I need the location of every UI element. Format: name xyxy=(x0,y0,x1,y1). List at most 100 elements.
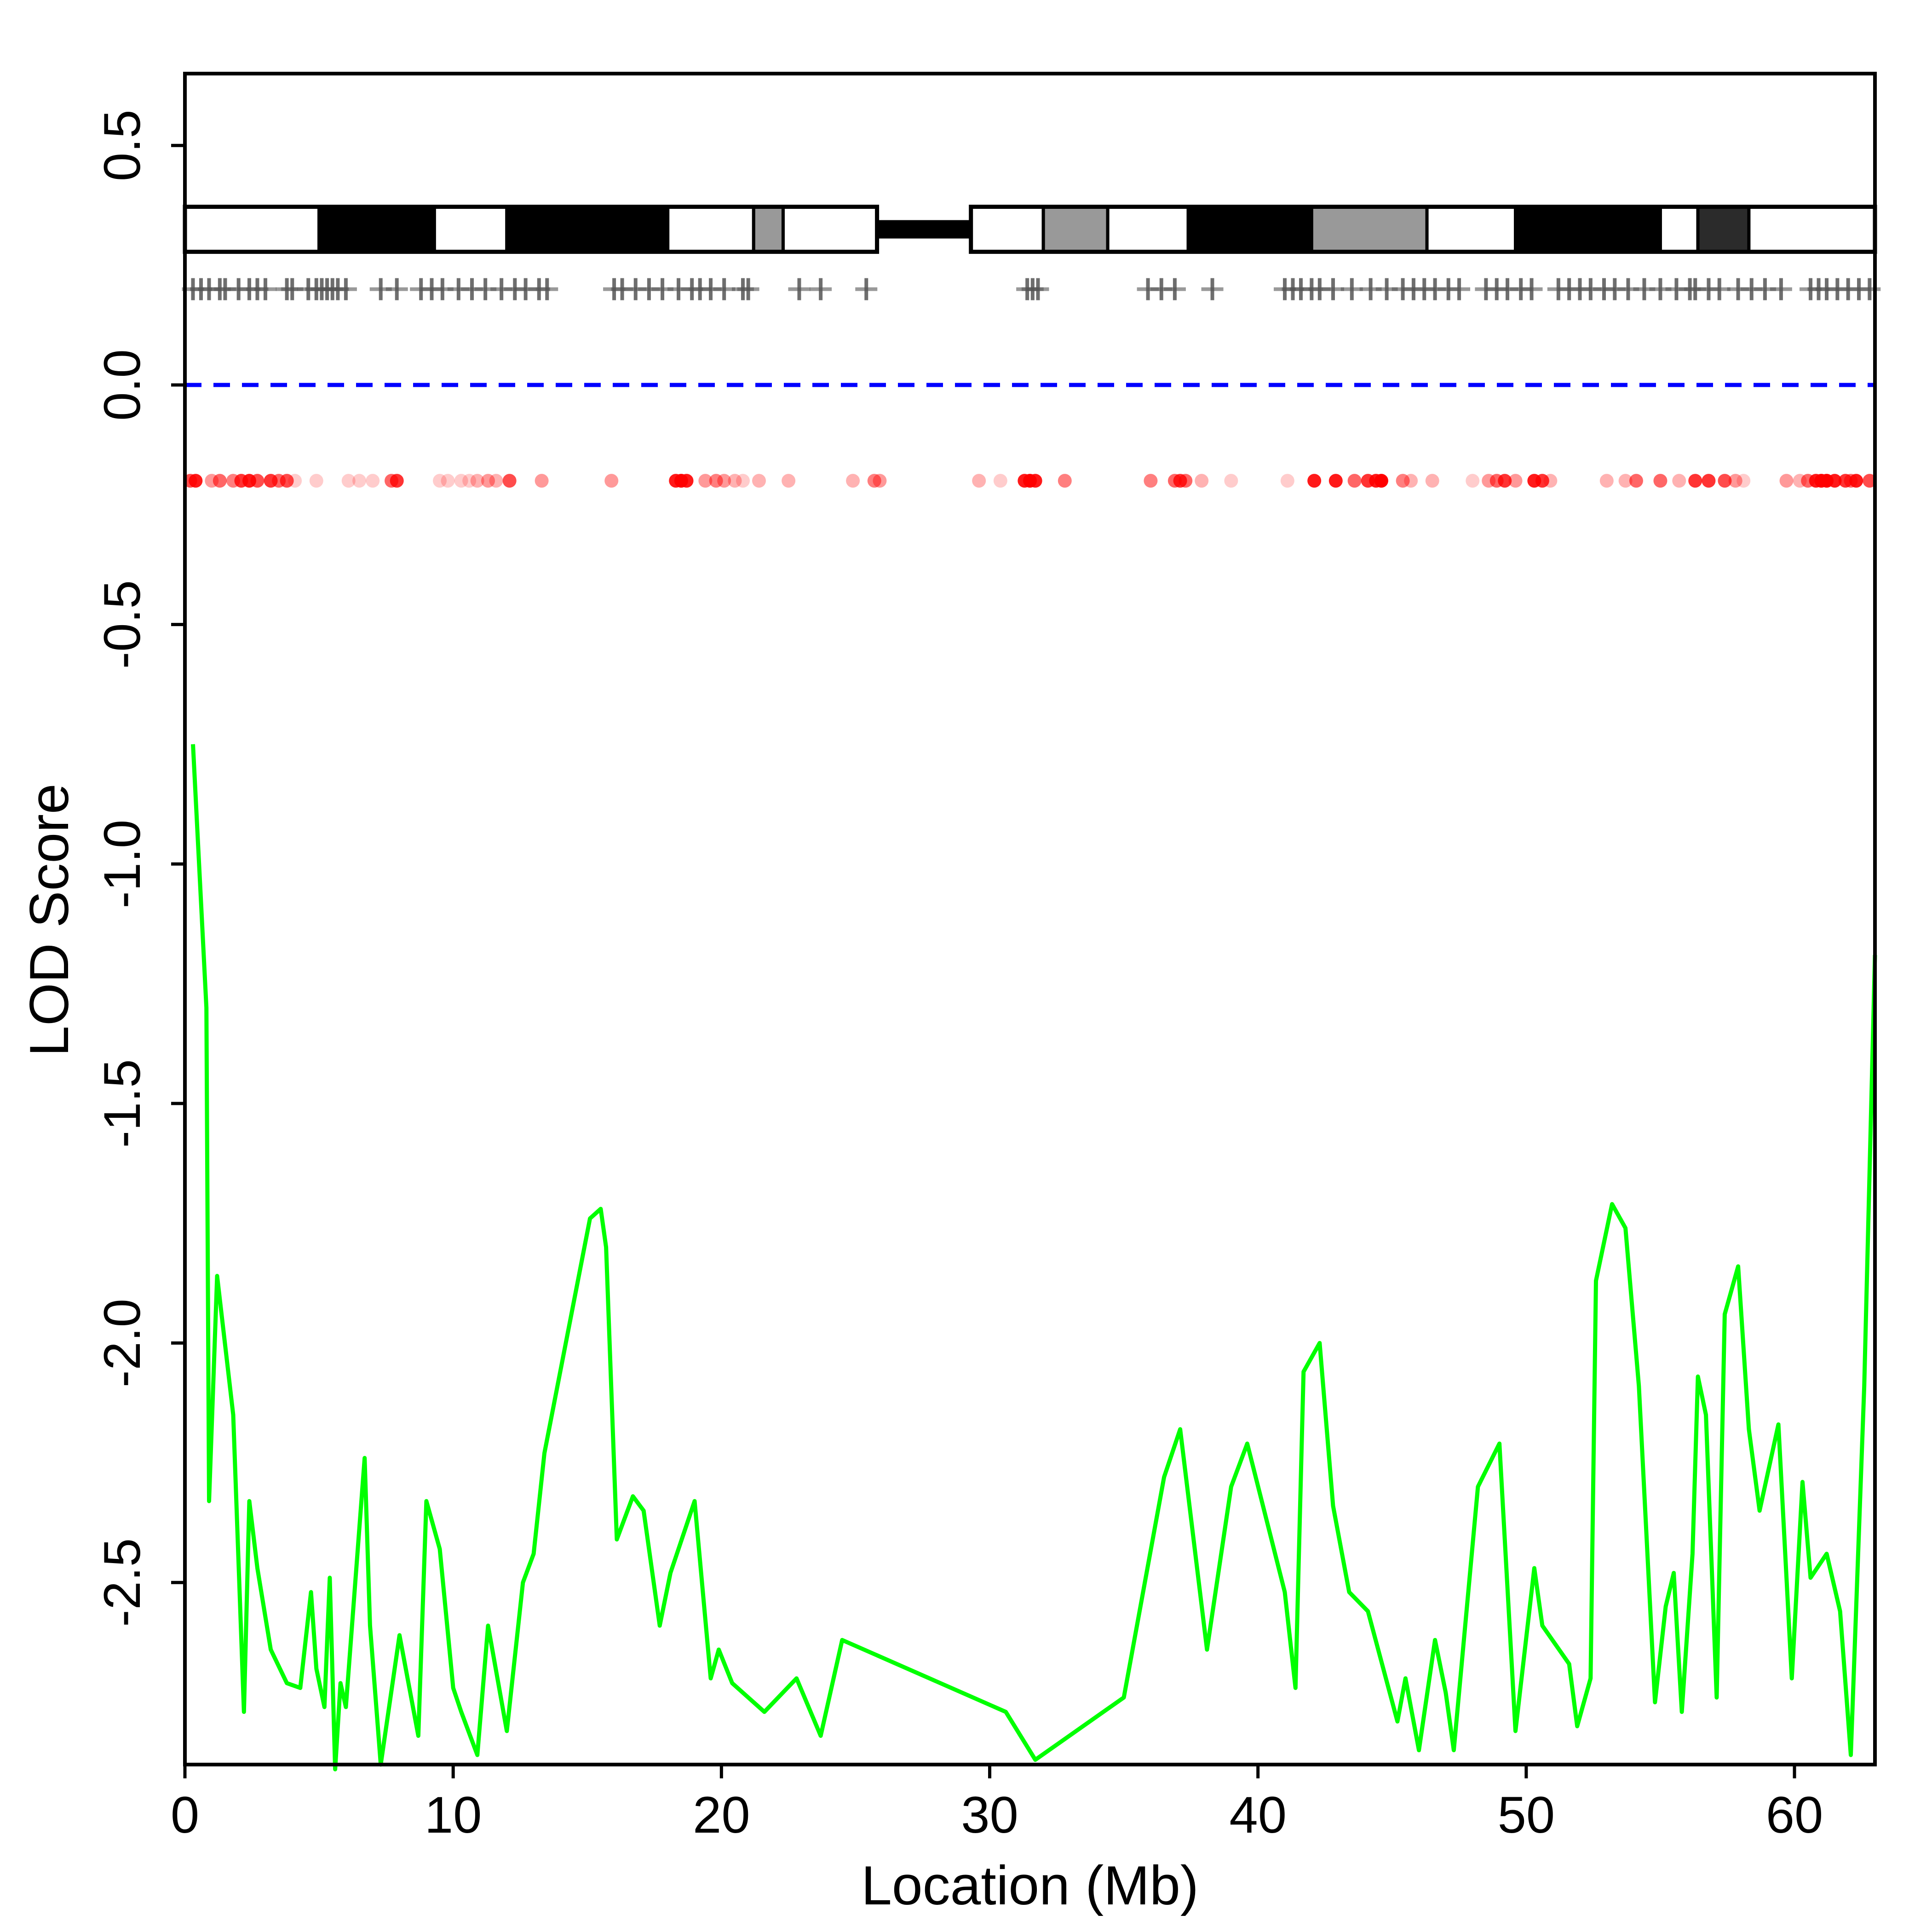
x-tick-label-1: 10 xyxy=(425,1786,482,1844)
x-tick-label-6: 60 xyxy=(1766,1786,1823,1844)
red-point-20 xyxy=(454,474,468,488)
red-point-52 xyxy=(1224,474,1238,488)
red-point-60 xyxy=(1396,474,1410,488)
y-tick-label-1: -2.0 xyxy=(93,1299,151,1387)
x-axis: 0 10 20 30 40 50 60 xyxy=(171,1765,1823,1844)
red-point-75 xyxy=(1672,474,1686,488)
red-point-38 xyxy=(846,474,860,488)
red-point-24 xyxy=(489,474,503,488)
ideogram-band-8 xyxy=(1041,205,1110,253)
ideogram-band-13 xyxy=(1514,205,1662,253)
ideogram-band-15 xyxy=(1696,205,1751,253)
red-point-47 xyxy=(1144,474,1158,488)
x-tick-label-0: 0 xyxy=(171,1786,199,1844)
y-tick-label-3: -1.0 xyxy=(93,820,151,908)
red-point-91 xyxy=(1863,474,1877,488)
ideogram-band-2 xyxy=(432,205,509,253)
red-point-74 xyxy=(1653,474,1668,488)
red-point-69 xyxy=(1535,474,1549,488)
y-tick-label-6: 0.5 xyxy=(93,109,151,181)
red-point-17 xyxy=(390,474,404,488)
red-point-18 xyxy=(433,474,447,488)
red-point-80 xyxy=(1736,474,1751,488)
red-point-67 xyxy=(1508,474,1523,488)
red-point-23 xyxy=(481,474,495,488)
marker-track xyxy=(182,278,1881,300)
red-point-3 xyxy=(213,474,227,488)
red-point-26 xyxy=(535,474,549,488)
red-point-33 xyxy=(717,474,731,488)
red-point-79 xyxy=(1728,474,1742,488)
red-point-10 xyxy=(280,474,294,488)
red-point-59 xyxy=(1374,474,1388,488)
red-point-72 xyxy=(1618,474,1633,488)
red-point-30 xyxy=(679,474,694,488)
ideogram-band-10 xyxy=(1186,205,1313,253)
red-point-71 xyxy=(1599,474,1614,488)
red-point-42 xyxy=(993,474,1007,488)
red-point-54 xyxy=(1307,474,1322,488)
x-tick-label-4: 40 xyxy=(1229,1786,1287,1844)
red-point-53 xyxy=(1280,474,1294,488)
red-point-90 xyxy=(1849,474,1863,488)
ideogram-band-16 xyxy=(1747,205,1877,253)
x-tick-label-3: 30 xyxy=(961,1786,1018,1844)
red-point-25 xyxy=(502,474,517,488)
red-point-73 xyxy=(1629,474,1643,488)
ideogram-band-6 xyxy=(781,205,879,253)
ideogram-band-4 xyxy=(666,205,755,253)
red-point-21 xyxy=(462,474,477,488)
red-point-32 xyxy=(709,474,723,488)
red-point-1 xyxy=(189,474,203,488)
red-point-13 xyxy=(341,474,356,488)
y-axis-title: LOD Score xyxy=(18,783,80,1057)
red-point-77 xyxy=(1702,474,1716,488)
red-point-35 xyxy=(736,474,750,488)
lod-series-line-0 xyxy=(191,744,1877,1771)
ideogram-band-5 xyxy=(752,205,785,253)
red-point-61 xyxy=(1404,474,1418,488)
ideogram-band-12 xyxy=(1425,205,1518,253)
red-point-27 xyxy=(604,474,619,488)
red-point-15 xyxy=(366,474,380,488)
x-axis-title: Location (Mb) xyxy=(861,1855,1199,1916)
red-point-45 xyxy=(1028,474,1042,488)
red-point-62 xyxy=(1425,474,1439,488)
red-point-39 xyxy=(867,474,881,488)
red-point-63 xyxy=(1466,474,1480,488)
x-tick-label-5: 50 xyxy=(1498,1786,1555,1844)
ideogram-band-0 xyxy=(183,205,321,253)
red-point-11 xyxy=(288,474,302,488)
red-point-78 xyxy=(1718,474,1732,488)
ideogram-band-11 xyxy=(1310,205,1429,253)
red-point-76 xyxy=(1688,474,1702,488)
red-point-14 xyxy=(352,474,367,488)
red-point-19 xyxy=(441,474,455,488)
red-point-55 xyxy=(1328,474,1343,488)
red-point-37 xyxy=(782,474,796,488)
red-point-66 xyxy=(1498,474,1512,488)
red-point-40 xyxy=(873,474,887,488)
red-point-46 xyxy=(1058,474,1072,488)
plot-frame xyxy=(183,72,1877,1766)
red-point-70 xyxy=(1543,474,1558,488)
ideogram-band-1 xyxy=(317,205,436,253)
y-axis: -2.5 -2.0 -1.5 -1.0 -0.5 0.0 0.5 xyxy=(93,109,185,1627)
red-point-36 xyxy=(752,474,766,488)
y-tick-label-5: 0.0 xyxy=(93,349,151,421)
red-point-12 xyxy=(309,474,323,488)
lod-series-layer xyxy=(191,744,1877,1771)
red-point-87 xyxy=(1828,474,1842,488)
red-point-7 xyxy=(250,474,264,488)
red-point-41 xyxy=(972,474,986,488)
ideogram-band-9 xyxy=(1106,205,1190,253)
red-point-31 xyxy=(698,474,713,488)
red-point-51 xyxy=(1195,474,1209,488)
x-tick-label-2: 20 xyxy=(693,1786,750,1844)
red-point-34 xyxy=(728,474,742,488)
red-point-22 xyxy=(470,474,484,488)
red-point-track xyxy=(183,474,1877,488)
y-tick-label-0: -2.5 xyxy=(93,1538,151,1627)
ideogram-band-3 xyxy=(505,205,670,253)
